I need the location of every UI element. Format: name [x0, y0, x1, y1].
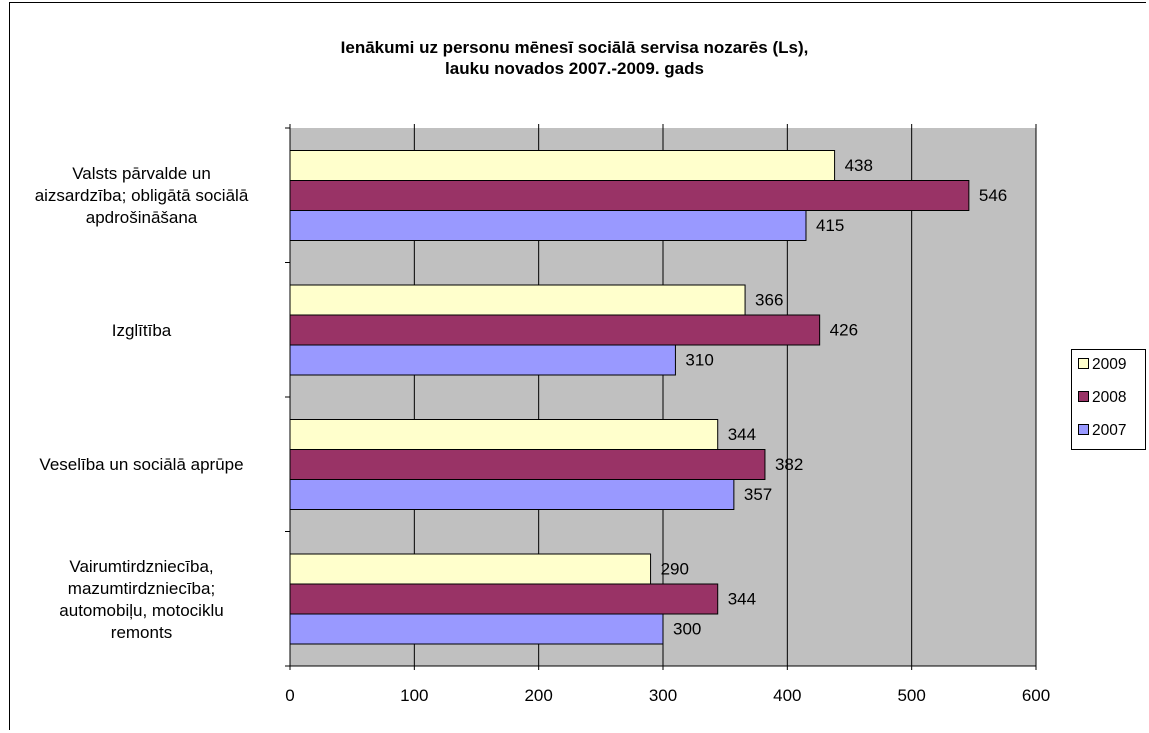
x-tick-label-100: 100: [400, 686, 428, 705]
legend-swatch-2008: [1078, 391, 1089, 403]
category-label-0-line-2: apdrošināšana: [85, 208, 198, 227]
data-label-2009-1: 366: [755, 291, 783, 310]
bar-2009-3: [289, 553, 652, 585]
bar-2008-3: [289, 583, 719, 615]
chart-title-line-2: lauku novados 2007.-2009. gads: [445, 59, 704, 78]
legend-label-2008: 2008: [1092, 389, 1127, 406]
legend-item-2007: 2007: [1078, 421, 1126, 441]
bar-2007-3: [289, 613, 664, 645]
bar-2007-1: [289, 344, 676, 376]
category-label-0-line-0: Valsts pārvalde un: [72, 164, 211, 183]
x-tick-label-500: 500: [897, 686, 925, 705]
data-label-2007-1: 310: [685, 351, 713, 370]
category-label-3-line-3: remonts: [110, 622, 173, 642]
data-label-2008-2: 382: [775, 455, 803, 474]
category-label-3-line-0: Vairumtirdzniecība,: [69, 556, 214, 576]
category-label-3: Vairumtirdzniecība, mazumtirdzniecība; aut…: [0, 556, 283, 644]
legend-item-2009: 2009: [1078, 355, 1126, 375]
data-label-2008-1: 426: [830, 321, 858, 340]
x-tick-label-400: 400: [773, 686, 801, 705]
data-label-2009-2: 344: [728, 425, 756, 444]
bar-2008-0: [289, 180, 970, 211]
chart-title-line-1: Ienākumi uz personu mēnesī sociālā servi…: [340, 38, 809, 57]
data-label-2008-3: 344: [728, 590, 756, 609]
legend-swatch-2007: [1078, 424, 1089, 436]
data-label-2009-0: 438: [845, 156, 873, 175]
bar-2008-1: [289, 314, 821, 346]
x-tick-label-200: 200: [524, 686, 552, 705]
data-label-2009-3: 290: [661, 560, 689, 579]
legend-label-2009: 2009: [1092, 356, 1127, 373]
bar-2009-1: [289, 284, 746, 316]
data-label-2007-0: 415: [816, 216, 844, 235]
category-label-3-line-2: automobiļu, motociklu: [59, 600, 224, 620]
data-label-2007-3: 300: [673, 620, 701, 639]
x-tick-label-300: 300: [649, 686, 677, 705]
bar-2009-2: [289, 419, 719, 450]
chart-title: Ienākumi uz personu mēnesī sociālā servi…: [0, 37, 1149, 79]
x-tick-label-600: 600: [1022, 686, 1050, 705]
category-label-2: Veselība un sociālā aprūpe: [0, 454, 283, 476]
category-label-2-line-0: Veselība un sociālā aprūpe: [39, 455, 244, 474]
chart-frame: [9, 2, 1146, 730]
category-label-0-line-1: aizsardzība; obligātā sociālā: [34, 186, 249, 205]
bar-2007-2: [289, 479, 735, 510]
bar-2007-0: [289, 210, 807, 241]
bar-2008-2: [289, 449, 766, 480]
legend: 2009 2008 2007: [1071, 349, 1146, 450]
legend-item-2008: 2008: [1078, 388, 1126, 408]
legend-swatch-2009: [1078, 358, 1089, 370]
category-label-3-line-1: mazumtirdzniecība;: [67, 578, 216, 598]
legend-label-2007: 2007: [1092, 422, 1127, 439]
category-label-1-line-0: Izglītība: [111, 320, 172, 340]
category-label-0: Valsts pārvalde un aizsardzība; obligātā …: [0, 163, 283, 229]
bar-2009-0: [289, 150, 836, 181]
x-tick-label-0: 0: [285, 686, 294, 705]
data-label-2008-0: 546: [979, 186, 1007, 205]
category-label-1: Izglītība: [0, 320, 283, 342]
data-label-2007-2: 357: [744, 485, 772, 504]
